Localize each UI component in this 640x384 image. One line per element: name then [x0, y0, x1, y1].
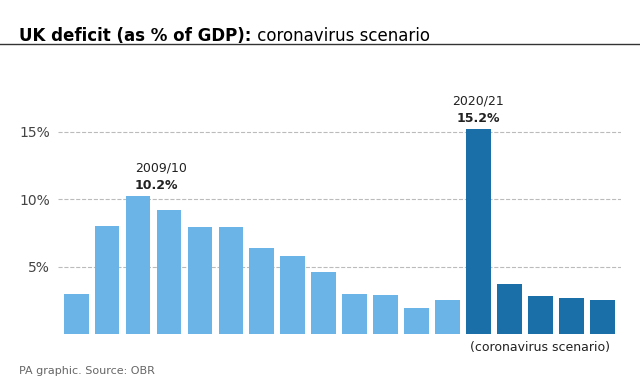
Bar	[250, 248, 274, 334]
Bar	[404, 308, 429, 334]
Text: coronavirus scenario: coronavirus scenario	[252, 27, 429, 45]
Bar	[95, 226, 120, 334]
Bar	[528, 296, 553, 334]
Bar	[218, 227, 243, 334]
Bar	[497, 284, 522, 334]
Text: 15.2%: 15.2%	[457, 112, 500, 125]
Bar	[435, 300, 460, 334]
Bar	[64, 294, 88, 334]
Bar	[188, 227, 212, 334]
Bar	[280, 256, 305, 334]
Bar	[559, 298, 584, 334]
Text: 2009/10: 2009/10	[135, 162, 187, 175]
Text: UK deficit (as % of GDP):: UK deficit (as % of GDP):	[19, 27, 252, 45]
Bar	[373, 295, 398, 334]
Bar	[157, 210, 181, 334]
Bar	[590, 300, 614, 334]
Bar	[342, 294, 367, 334]
Text: 10.2%: 10.2%	[135, 179, 179, 192]
Text: 2020/21: 2020/21	[452, 94, 504, 108]
Bar	[311, 272, 336, 334]
Text: (coronavirus scenario): (coronavirus scenario)	[470, 341, 611, 354]
Text: PA graphic. Source: OBR: PA graphic. Source: OBR	[19, 366, 155, 376]
Bar	[125, 197, 150, 334]
Bar	[466, 129, 491, 334]
